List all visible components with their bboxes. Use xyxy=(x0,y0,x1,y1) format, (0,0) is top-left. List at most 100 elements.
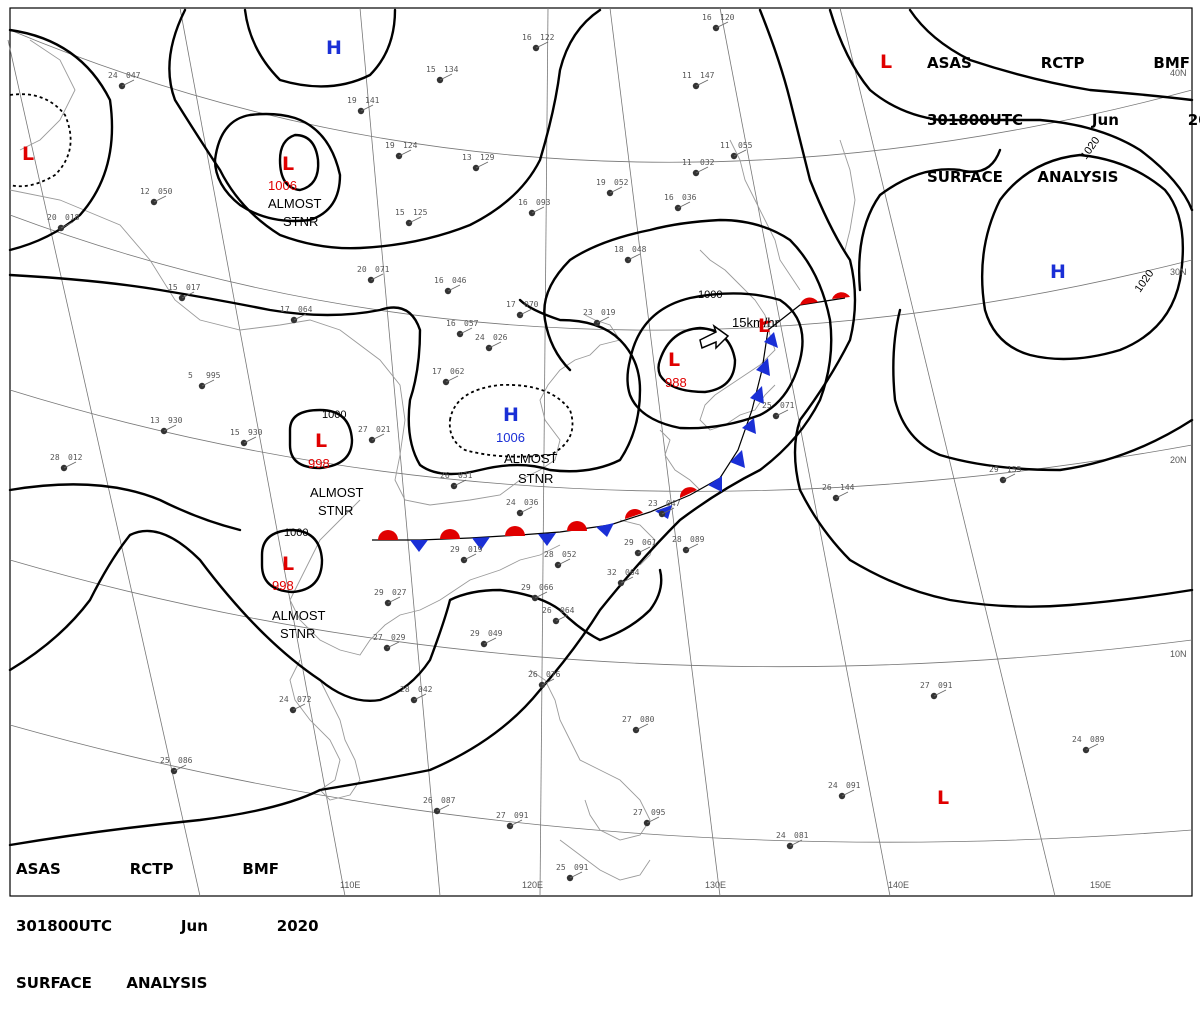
station-plot: 13 129 xyxy=(462,153,495,172)
station-temperature: 23 xyxy=(583,308,593,317)
wind-barb xyxy=(637,546,651,554)
station-temperature: 24 xyxy=(776,831,786,840)
station-plot: 11 032 xyxy=(682,158,715,177)
wind-barb xyxy=(519,308,533,316)
lon-label: 120E xyxy=(522,880,543,890)
low-center-pressure: 988 xyxy=(665,375,687,390)
station-pressure: 021 xyxy=(376,425,391,434)
wind-barb xyxy=(1002,473,1016,481)
station-pressure: 050 xyxy=(158,187,173,196)
graticule-labels: 110E 120E 130E 140E 150E 40N 30N 20N 10N xyxy=(340,68,1187,890)
station-pressure: 125 xyxy=(413,208,428,217)
station-temperature: 17 xyxy=(280,305,290,314)
wind-barb xyxy=(463,553,477,561)
wind-barb xyxy=(555,614,569,622)
station-temperature: 27 xyxy=(633,808,643,817)
station-pressure: 048 xyxy=(632,245,647,254)
station-pressure: 134 xyxy=(444,65,459,74)
wind-barb xyxy=(173,764,187,772)
station-plot: 24 072 xyxy=(279,695,312,714)
station-temperature: 11 xyxy=(682,71,692,80)
wind-barb xyxy=(635,723,649,731)
stnr-label: STNR xyxy=(318,503,353,518)
station-temperature: 26 xyxy=(822,483,832,492)
low-center-symbol: L xyxy=(315,430,327,452)
wind-barb xyxy=(293,313,307,321)
wind-barb xyxy=(557,558,571,566)
warm-front-symbols xyxy=(378,292,850,540)
almost-stnr-label: ALMOST xyxy=(310,485,364,500)
lon-label: 110E xyxy=(340,880,360,890)
lon-label: 130E xyxy=(705,880,726,890)
station-plot: 28 012 xyxy=(50,453,83,472)
lon-label: 150E xyxy=(1090,880,1111,890)
station-pressure: 019 xyxy=(601,308,616,317)
station-temperature: 19 xyxy=(596,178,606,187)
wind-barb xyxy=(695,166,709,174)
station-pressure: 091 xyxy=(846,781,861,790)
stnr-label: STNR xyxy=(518,471,553,486)
station-plot: 17 064 xyxy=(280,305,313,324)
wind-barb xyxy=(1085,743,1099,751)
station-plot: 32 064 xyxy=(607,568,640,587)
station-plot: 27 091 xyxy=(496,811,529,830)
station-plot: 28 042 xyxy=(400,685,433,704)
station-plot: 16 120 xyxy=(702,13,735,32)
wind-barb xyxy=(453,479,467,487)
station-temperature: 18 xyxy=(614,245,624,254)
isobars xyxy=(8,8,1194,847)
wind-barb xyxy=(436,804,450,812)
wind-barb xyxy=(447,284,461,292)
station-plot: 24 036 xyxy=(506,498,539,517)
station-pressure: 081 xyxy=(794,831,809,840)
wind-barb xyxy=(531,206,545,214)
station-temperature: 5 xyxy=(188,371,193,380)
lat-label: 10N xyxy=(1170,649,1187,659)
station-plot: 24 026 xyxy=(475,333,508,352)
station-pressure: 012 xyxy=(68,453,83,462)
wind-barb xyxy=(569,871,583,879)
station-temperature: 28 xyxy=(672,535,682,544)
station-plot: 27 095 xyxy=(633,808,666,827)
station-pressure: 144 xyxy=(840,483,855,492)
station-temperature: 15 xyxy=(395,208,405,217)
almost-stnr-label: ALMOST xyxy=(272,608,326,623)
station-plot: 16 093 xyxy=(518,198,551,217)
station-temperature: 24 xyxy=(1072,735,1082,744)
station-pressure: 055 xyxy=(738,141,753,150)
wind-barb xyxy=(541,678,555,686)
station-temperature: 27 xyxy=(496,811,506,820)
station-pressure: 017 xyxy=(186,283,201,292)
motion-arrow xyxy=(699,324,730,350)
isobar-label: 1000 xyxy=(322,409,346,421)
station-pressure: 027 xyxy=(392,588,407,597)
station-pressure: 089 xyxy=(690,535,705,544)
station-pressure: 018 xyxy=(65,213,80,222)
station-temperature: 27 xyxy=(622,715,632,724)
lat-label: 30N xyxy=(1170,267,1187,277)
station-plot: 11 147 xyxy=(682,71,715,90)
station-temperature: 28 xyxy=(544,550,554,559)
station-temperature: 27 xyxy=(358,425,368,434)
station-pressure: 124 xyxy=(403,141,418,150)
station-pressure: 072 xyxy=(297,695,312,704)
station-plot: 26 031 xyxy=(440,471,473,490)
surface-analysis-map: H L L 1006 ALMOST STNR L 998 ALMOST STNR… xyxy=(7,7,1194,897)
wind-barb xyxy=(459,327,473,335)
station-temperature: 29 xyxy=(450,545,460,554)
station-plot: 15 017 xyxy=(168,283,201,302)
wind-barb xyxy=(835,491,849,499)
low-center-pressure: 1006 xyxy=(268,178,297,193)
wind-barb xyxy=(181,291,195,299)
station-plot: 12 050 xyxy=(140,187,173,206)
station-pressure: 070 xyxy=(524,300,539,309)
station-temperature: 29 xyxy=(470,629,480,638)
station-temperature: 17 xyxy=(432,367,442,376)
wind-barb xyxy=(370,273,384,281)
stnr-label: STNR xyxy=(283,214,318,229)
station-plot: 18 048 xyxy=(614,245,647,264)
station-temperature: 26 xyxy=(440,471,450,480)
lon-label: 140E xyxy=(888,880,909,890)
wind-barb xyxy=(63,461,77,469)
station-temperature: 29 xyxy=(521,583,531,592)
